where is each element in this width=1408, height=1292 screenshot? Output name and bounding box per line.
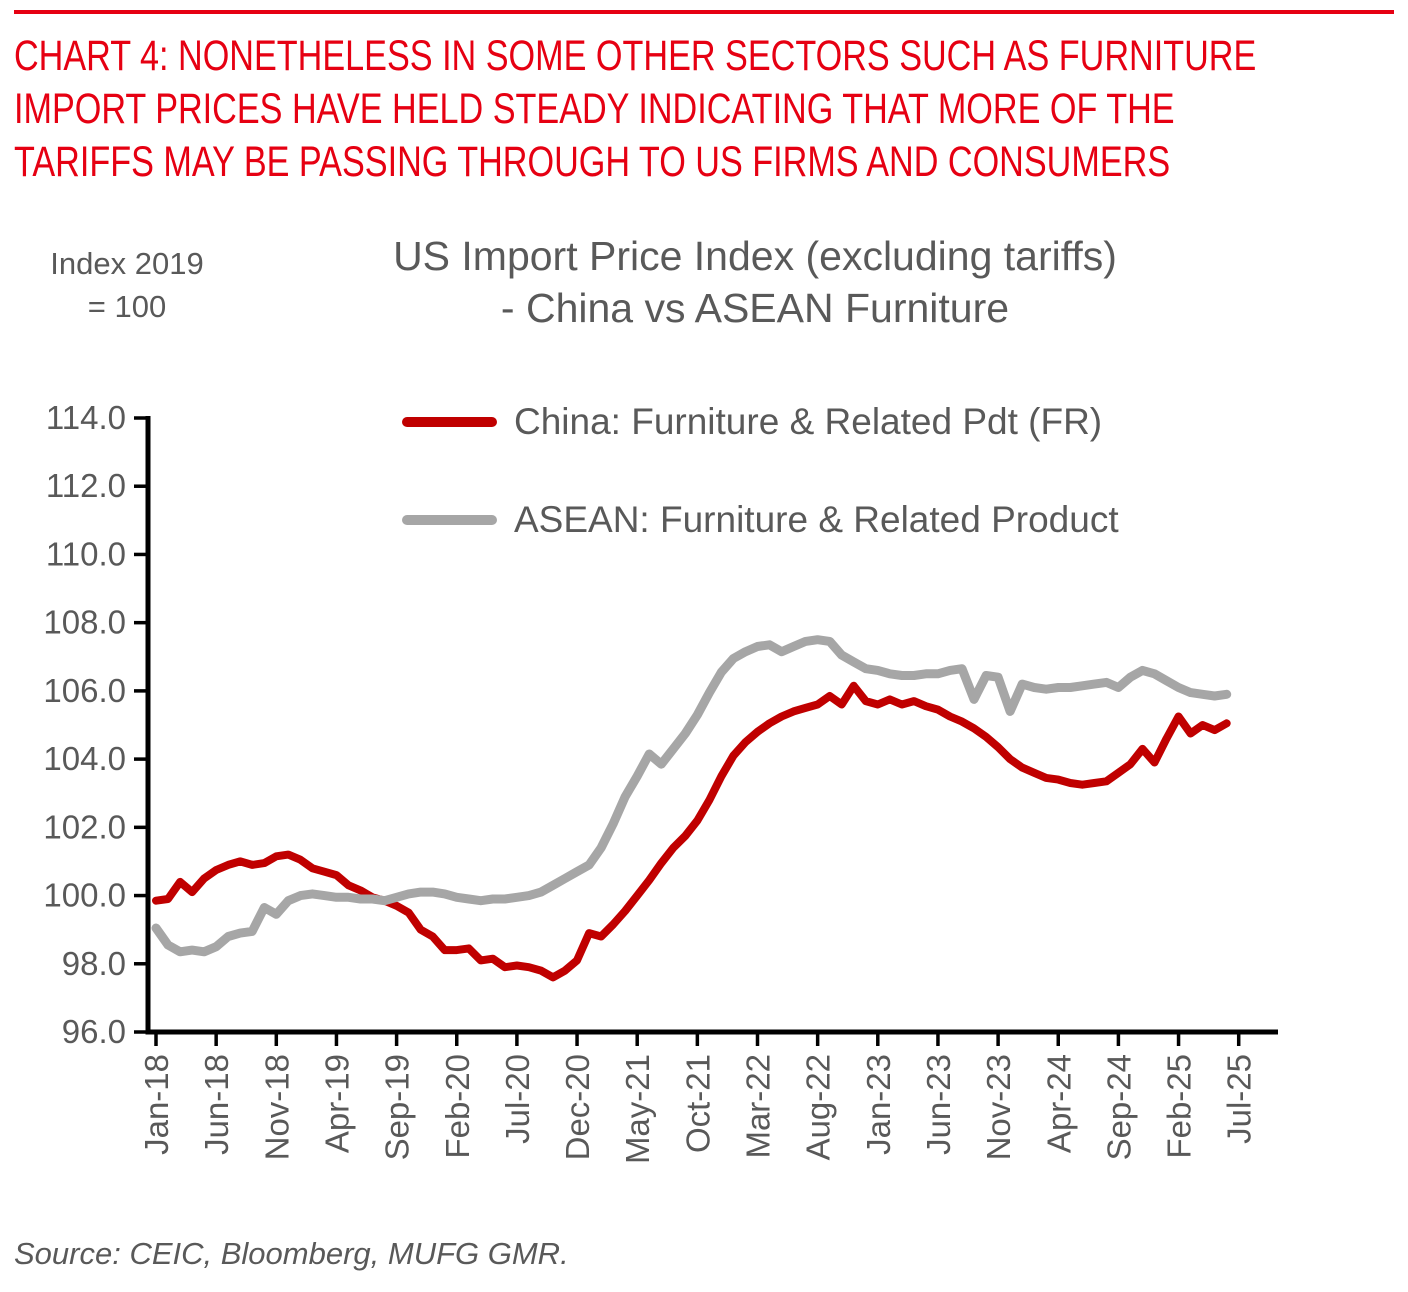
x-tick-label: May-21: [619, 1054, 656, 1164]
x-tick-label: Nov-18: [258, 1054, 295, 1160]
chart-header-line-3: TARIFFS MAY BE PASSING THROUGH TO US FIR…: [14, 138, 1171, 186]
x-tick-label: Feb-25: [1161, 1054, 1198, 1159]
y-tick-label: 110.0: [46, 535, 126, 572]
y-tick-label: 102.0: [43, 808, 126, 845]
y-tick-label: 114.0: [46, 399, 126, 436]
y-tick-label: 100.0: [43, 877, 126, 914]
x-tick-label: Sep-24: [1100, 1054, 1137, 1160]
x-tick-label: Apr-24: [1040, 1054, 1077, 1153]
asean-line-swatch-icon: [402, 515, 497, 525]
x-tick-label: Oct-21: [679, 1054, 716, 1153]
x-tick-label: Feb-20: [439, 1054, 476, 1159]
y-tick-label: 112.0: [46, 467, 126, 504]
x-tick-label: Mar-22: [740, 1054, 777, 1159]
source-note: Source: CEIC, Bloomberg, MUFG GMR.: [14, 1236, 569, 1271]
y-axis-unit-line-2: = 100: [87, 289, 167, 324]
x-tick-label: Sep-19: [379, 1054, 416, 1160]
x-tick-label: Jul-25: [1221, 1054, 1258, 1144]
x-tick-label: Aug-22: [800, 1054, 837, 1160]
y-tick-label: 96.0: [62, 1013, 126, 1050]
x-tick-label: Nov-23: [980, 1054, 1017, 1160]
y-tick-label: 108.0: [43, 604, 126, 641]
chart-header-line-2: IMPORT PRICES HAVE HELD STEADY INDICATIN…: [14, 85, 1175, 133]
series-china-line: [152, 681, 1231, 982]
x-tick-label: Jun-18: [198, 1054, 235, 1155]
legend-row-asean: ASEAN: Furniture & Related Product: [402, 496, 1119, 544]
header-rule: [14, 10, 1394, 14]
chart-header-line-1: CHART 4: NONETHELESS IN SOME OTHER SECTO…: [14, 32, 1257, 80]
chart-legend: China: Furniture & Related Pdt (FR) ASEA…: [402, 398, 1119, 544]
chart-title-line-1: US Import Price Index (excluding tariffs…: [393, 233, 1117, 279]
x-tick-label: Apr-19: [318, 1054, 355, 1153]
x-tick-label: Jun-23: [920, 1054, 957, 1155]
y-tick-label: 106.0: [43, 672, 126, 709]
y-tick-label: 104.0: [43, 740, 126, 777]
x-tick-label: Jan-23: [860, 1054, 897, 1155]
x-tick-label: Dec-20: [559, 1054, 596, 1160]
chart-title-line-2: - China vs ASEAN Furniture: [500, 285, 1010, 331]
x-tick-label: Jan-18: [138, 1054, 175, 1155]
x-tick-label: Jul-20: [499, 1054, 536, 1144]
chart-title: US Import Price Index (excluding tariffs…: [255, 230, 1255, 334]
chart-header: CHART 4: NONETHELESS IN SOME OTHER SECTO…: [14, 30, 1358, 189]
legend-label-china: China: Furniture & Related Pdt (FR): [514, 401, 1103, 442]
series-asean-line: [151, 635, 1232, 957]
y-tick-label: 98.0: [62, 945, 126, 982]
y-axis-unit-line-1: Index 2019: [50, 246, 204, 281]
china-line-swatch-icon: [402, 417, 497, 427]
legend-label-asean: ASEAN: Furniture & Related Product: [514, 499, 1119, 540]
legend-row-china: China: Furniture & Related Pdt (FR): [402, 398, 1119, 446]
y-axis-unit-label: Index 2019 = 100: [18, 242, 236, 328]
